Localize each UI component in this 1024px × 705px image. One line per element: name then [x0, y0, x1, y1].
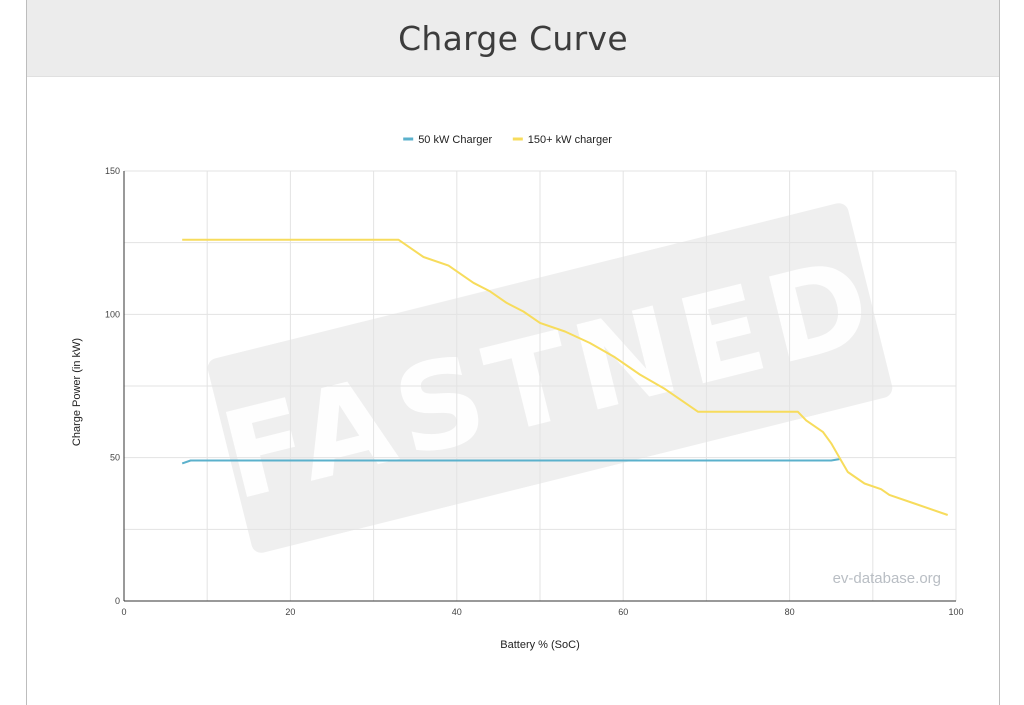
x-tick-label: 20 [285, 607, 295, 617]
card-header: Charge Curve [27, 0, 999, 77]
x-tick-label: 0 [121, 607, 126, 617]
y-tick-label: 150 [105, 166, 120, 176]
fastned-watermark: FASTNED [207, 203, 893, 553]
y-axis-label: Charge Power (in kW) [71, 338, 83, 446]
legend: 50 kW Charger 150+ kW charger [403, 134, 612, 146]
x-axis-label: Battery % (SoC) [500, 639, 579, 651]
x-tick-label: 40 [452, 607, 462, 617]
legend-label-2: 150+ kW charger [528, 134, 612, 146]
series [181, 238, 949, 516]
source-label: ev-database.org [833, 570, 941, 587]
x-tick-label: 100 [948, 607, 963, 617]
x-tick-label: 80 [785, 607, 795, 617]
series-line-1 [181, 458, 840, 465]
y-tick-label: 0 [115, 596, 120, 606]
axes [123, 171, 956, 602]
grid [124, 170, 957, 601]
page-title: Charge Curve [398, 18, 628, 58]
y-tick-label: 50 [110, 453, 120, 463]
y-tick-label: 100 [105, 309, 120, 319]
series-line-2 [182, 238, 949, 516]
legend-label-1: 50 kW Charger [418, 134, 492, 146]
watermark-plate [207, 203, 893, 553]
tick-labels: 0 20 40 60 80 100 0 50 100 150 [105, 166, 964, 617]
x-tick-label: 60 [618, 607, 628, 617]
